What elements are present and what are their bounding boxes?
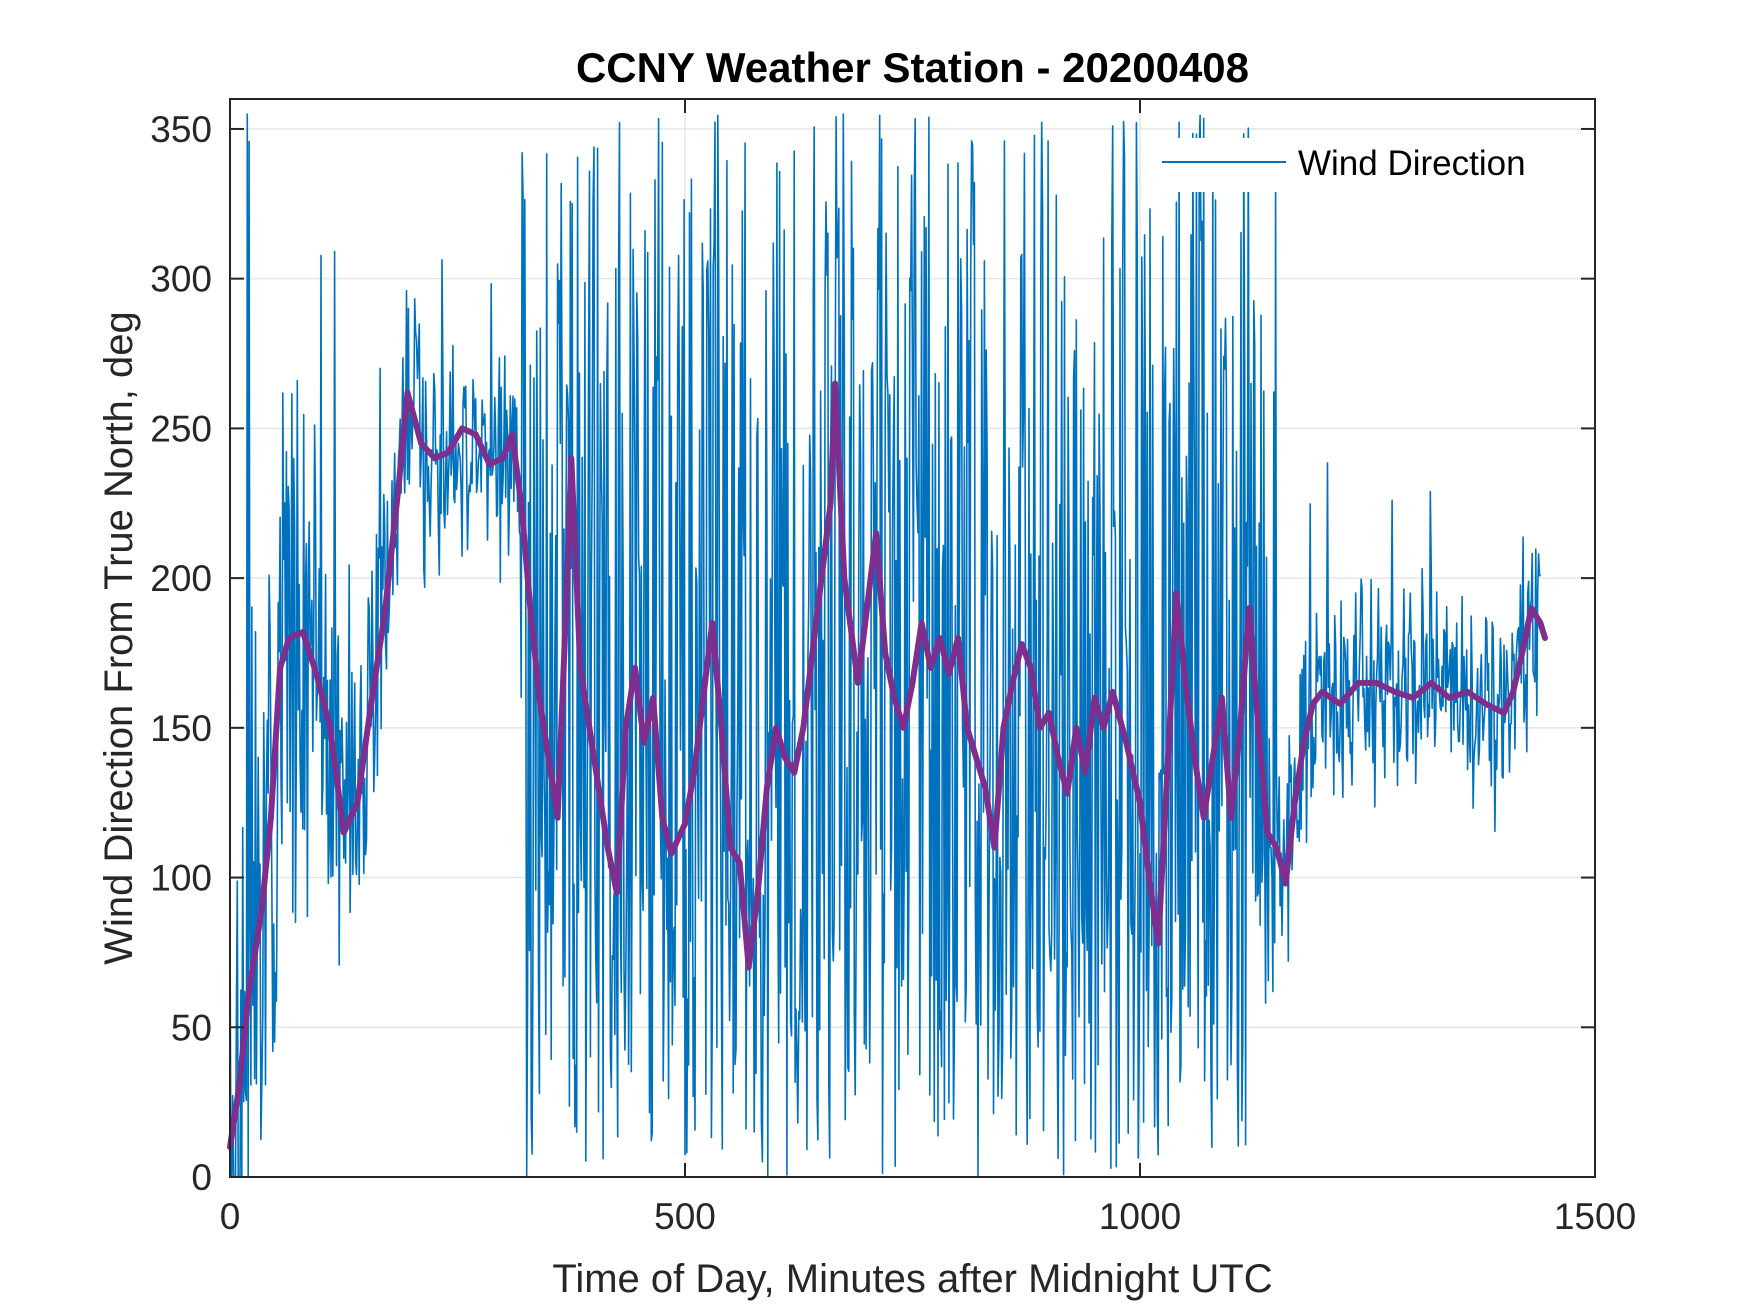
series-moving-average: [227, 380, 1548, 1151]
wind-direction-line: [229, 113, 1542, 1178]
y-axis-label: Wind Direction From True North, deg: [97, 311, 141, 965]
x-tick-label: 500: [654, 1196, 716, 1237]
y-tick-label: 150: [150, 708, 212, 749]
legend-entry-wind-direction: Wind Direction: [1298, 144, 1526, 183]
y-tick-labels: 0 50 100 150 200 250 300 350: [150, 109, 212, 1198]
y-tick-label: 300: [150, 259, 212, 300]
tick-marks: [229, 99, 1596, 1178]
y-tick-label: 350: [150, 109, 212, 150]
chart-title: CCNY Weather Station - 20200408: [576, 44, 1249, 91]
x-tick-labels: 0 500 1000 1500: [220, 1196, 1636, 1237]
x-axis-label: Time of Day, Minutes after Midnight UTC: [552, 1257, 1272, 1301]
y-tick-label: 250: [150, 408, 212, 449]
moving-average-line: [227, 380, 1548, 1151]
legend-box: [1150, 138, 1550, 192]
y-tick-label: 200: [150, 558, 212, 599]
y-tick-label: 100: [150, 858, 212, 899]
x-tick-label: 1500: [1554, 1196, 1636, 1237]
y-tick-label: 0: [191, 1157, 212, 1198]
x-tick-label: 1000: [1099, 1196, 1181, 1237]
legend: Wind Direction: [1150, 138, 1550, 192]
y-tick-label: 50: [171, 1007, 212, 1048]
series-wind-direction: [229, 113, 1542, 1178]
axes-box: [229, 98, 1596, 1178]
x-tick-label: 0: [220, 1196, 241, 1237]
